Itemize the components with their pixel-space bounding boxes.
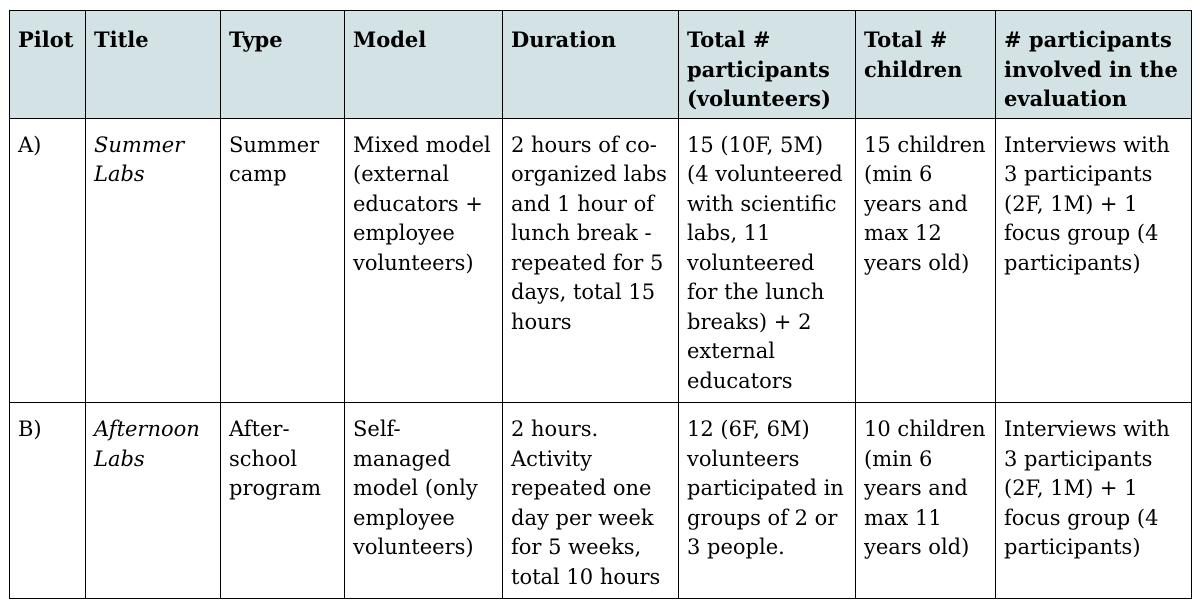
cell-evaluation: Interviews with 3 participants (2F, 1M) …	[995, 402, 1192, 599]
header-model: Model	[344, 10, 503, 119]
header-total-participants: Total # participants (volunteers)	[678, 10, 856, 119]
cell-title: Afternoon Labs	[85, 402, 221, 599]
cell-evaluation: Interviews with 3 participants (2F, 1M) …	[995, 117, 1192, 403]
header-duration: Duration	[502, 10, 679, 119]
table-row: A) Summer Labs Summer camp Mixed model (…	[9, 117, 1192, 403]
cell-participants: 15 (10F, 5M) (4 volunteered with scienti…	[678, 117, 856, 403]
cell-pilot: B)	[9, 402, 86, 599]
cell-duration: 2 hours. Activity repeated one day per w…	[502, 402, 679, 599]
header-title: Title	[85, 10, 221, 119]
cell-model: Mixed model (external educators + employ…	[344, 117, 503, 403]
pilots-table: Pilot Title Type Model Duration Total # …	[9, 10, 1192, 599]
cell-type: After-school program	[220, 402, 345, 599]
header-evaluation-participants: # participants involved in the evaluatio…	[995, 10, 1192, 119]
cell-children: 10 children (min 6 years and max 11 year…	[855, 402, 996, 599]
cell-pilot: A)	[9, 117, 86, 403]
table-row: B) Afternoon Labs After-school program S…	[9, 402, 1192, 599]
cell-title: Summer Labs	[85, 117, 221, 403]
header-row: Pilot Title Type Model Duration Total # …	[9, 10, 1192, 119]
header-total-children: Total # children	[855, 10, 996, 119]
cell-model: Self-managed model (only employee volunt…	[344, 402, 503, 599]
cell-children: 15 children (min 6 years and max 12 year…	[855, 117, 996, 403]
cell-type: Summer camp	[220, 117, 345, 403]
cell-duration: 2 hours of co-organized labs and 1 hour …	[502, 117, 679, 403]
header-type: Type	[220, 10, 345, 119]
header-pilot: Pilot	[9, 10, 86, 119]
cell-participants: 12 (6F, 6M) volunteers participated in g…	[678, 402, 856, 599]
